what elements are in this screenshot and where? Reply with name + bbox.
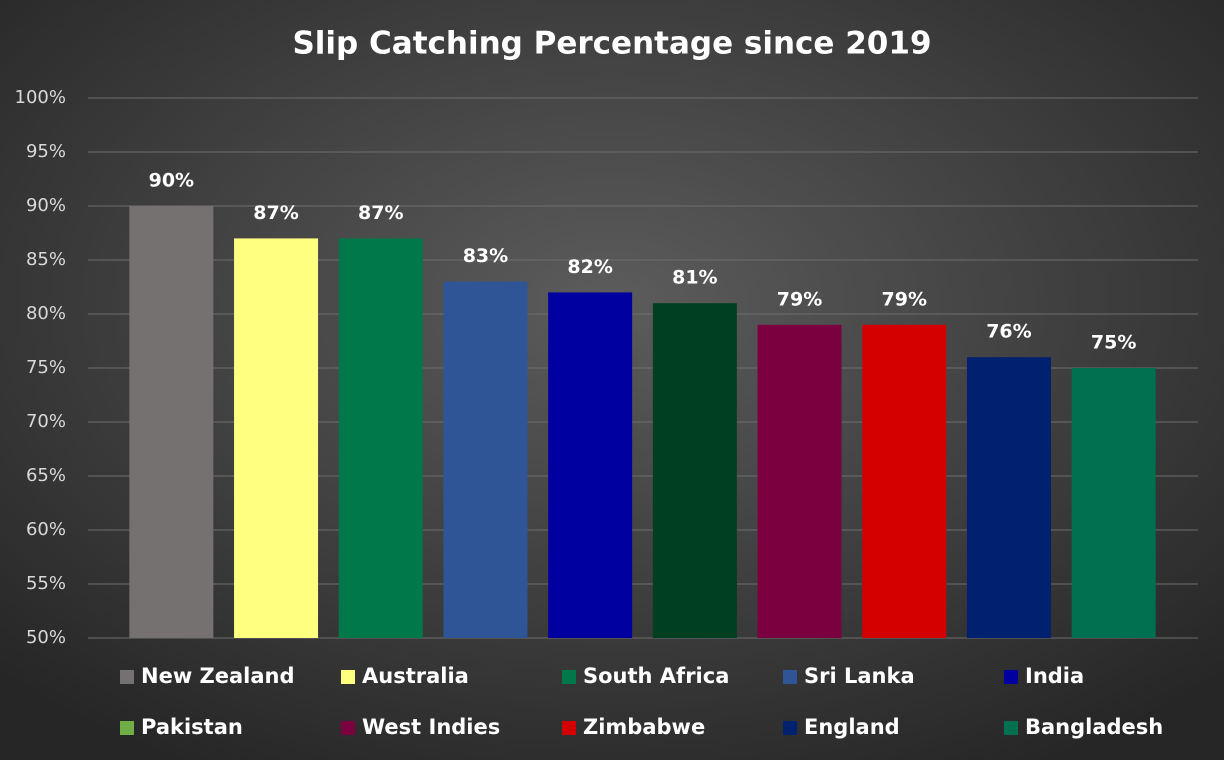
legend-label: South Africa (583, 664, 729, 688)
y-tick-label: 85% (26, 249, 66, 270)
legend-swatch (562, 721, 576, 735)
data-label: 90% (149, 170, 194, 192)
bar (862, 324, 947, 638)
y-tick-label: 80% (26, 303, 66, 324)
data-label: 87% (358, 202, 403, 224)
y-tick-label: 100% (15, 87, 66, 108)
data-label: 83% (463, 245, 508, 267)
legend-label: Sri Lanka (804, 664, 915, 688)
legend-label: Zimbabwe (583, 715, 705, 739)
legend-label: England (804, 715, 900, 739)
y-tick-label: 50% (26, 627, 66, 648)
chart-title: Slip Catching Percentage since 2019 (292, 26, 931, 62)
bar (652, 303, 737, 638)
bar (129, 206, 214, 638)
legend-swatch (783, 670, 797, 684)
data-label: 79% (777, 288, 822, 310)
y-tick-label: 70% (26, 411, 66, 432)
bar (548, 292, 633, 638)
legend-swatch (341, 721, 355, 735)
bar (234, 238, 319, 638)
bar (966, 357, 1051, 638)
legend-swatch (120, 721, 134, 735)
data-label: 87% (253, 202, 298, 224)
data-label: 75% (1091, 332, 1136, 354)
bar (757, 324, 842, 638)
legend-swatch (783, 721, 797, 735)
legend-swatch (341, 670, 355, 684)
y-tick-label: 65% (26, 465, 66, 486)
data-label: 79% (882, 288, 927, 310)
legend-label: West Indies (362, 715, 500, 739)
legend-label: Australia (362, 664, 469, 688)
legend-label: Bangladesh (1025, 715, 1163, 739)
y-tick-label: 55% (26, 573, 66, 594)
legend-swatch (1004, 670, 1018, 684)
bar (443, 281, 528, 638)
data-label: 82% (567, 256, 612, 278)
legend-label: India (1025, 664, 1084, 688)
y-tick-label: 75% (26, 357, 66, 378)
y-tick-label: 90% (26, 195, 66, 216)
legend-label: New Zealand (141, 664, 295, 688)
legend-swatch (1004, 721, 1018, 735)
y-tick-label: 60% (26, 519, 66, 540)
bar (338, 238, 423, 638)
bar (1071, 368, 1156, 638)
data-label: 76% (986, 321, 1031, 343)
legend-label: Pakistan (141, 715, 243, 739)
data-label: 81% (672, 267, 717, 289)
y-tick-label: 95% (26, 141, 66, 162)
legend-swatch (120, 670, 134, 684)
legend-swatch (562, 670, 576, 684)
